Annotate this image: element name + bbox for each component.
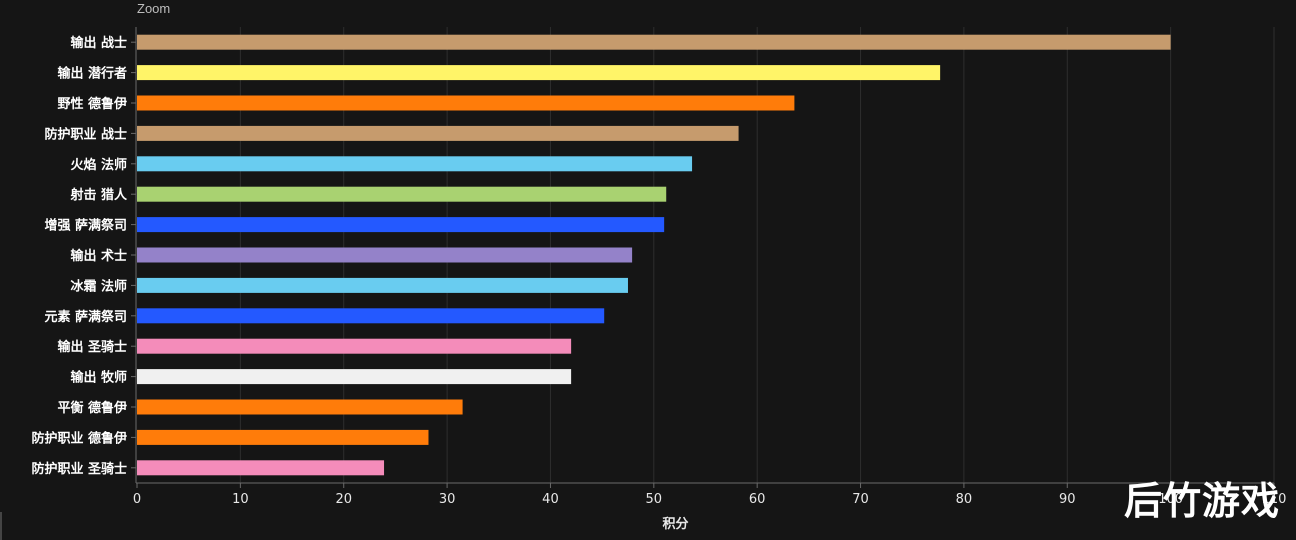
bar[interactable] (137, 247, 633, 263)
bar[interactable] (137, 95, 795, 111)
x-tick-label: 70 (852, 492, 869, 507)
category-label: 野性 德鲁伊 (57, 96, 127, 112)
bar[interactable] (137, 217, 665, 233)
bar[interactable] (137, 369, 572, 385)
x-tick-label: 60 (749, 492, 766, 507)
bar[interactable] (137, 460, 385, 476)
x-tick-label: 20 (335, 492, 352, 507)
category-label: 防护职业 圣骑士 (31, 461, 127, 477)
bar[interactable] (137, 125, 739, 141)
x-tick-label: 50 (646, 492, 663, 507)
category-label: 防护职业 战士 (44, 126, 127, 142)
bar[interactable] (137, 186, 667, 202)
x-tick-label: 80 (956, 492, 973, 507)
bar[interactable] (137, 277, 628, 293)
category-label: 输出 潜行者 (57, 66, 127, 82)
x-tick-label: 110 (1262, 492, 1287, 507)
category-label: 火焰 法师 (70, 157, 127, 173)
x-tick-label: 90 (1059, 492, 1076, 507)
bar[interactable] (137, 156, 693, 172)
x-tick-label: 40 (542, 492, 559, 507)
category-label: 防护职业 德鲁伊 (31, 430, 127, 446)
x-tick-label: 30 (439, 492, 456, 507)
category-label: 输出 圣骑士 (57, 339, 127, 355)
x-tick-label: 0 (133, 492, 141, 507)
zoom-label[interactable]: Zoom (137, 1, 171, 16)
category-label: 平衡 德鲁伊 (57, 400, 127, 416)
x-tick-label: 100 (1158, 492, 1183, 507)
category-label: 输出 牧师 (70, 370, 127, 386)
bar[interactable] (137, 429, 429, 445)
bar[interactable] (137, 34, 1171, 50)
scrollbar-edge[interactable] (0, 512, 2, 540)
category-label: 射击 猎人 (69, 187, 128, 203)
x-axis-title: 积分 (662, 516, 688, 532)
category-label: 增强 萨满祭司 (44, 218, 127, 234)
x-tick-label: 10 (232, 492, 249, 507)
category-label: 输出 术士 (70, 248, 127, 264)
bar[interactable] (137, 338, 572, 354)
watermark: 后竹游戏 (1124, 479, 1281, 523)
bar[interactable] (137, 308, 605, 324)
category-label: 元素 萨满祭司 (44, 309, 127, 325)
category-label: 输出 战士 (70, 35, 127, 51)
bar[interactable] (137, 65, 941, 81)
bar[interactable] (137, 399, 463, 415)
category-label: 冰霜 法师 (70, 278, 127, 294)
